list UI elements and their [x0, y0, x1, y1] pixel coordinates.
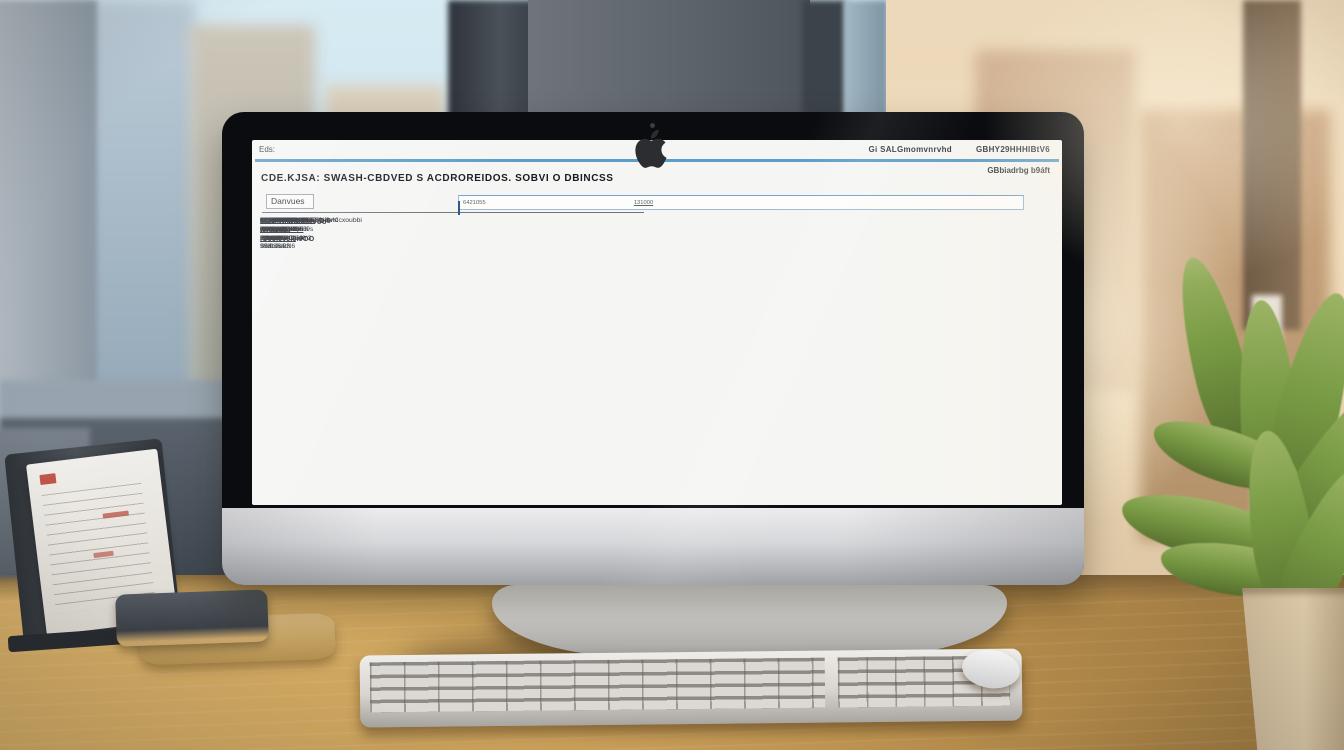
line-text: ...: [260, 217, 266, 223]
line-number: (Bb: [260, 217, 270, 224]
line-text: i669=96i jO9nei99fi6O 3fi6O9i9i 39i9S6iL…: [260, 217, 300, 251]
line-number: (AT): [260, 217, 272, 224]
line-text: 99i5fi99i9i': [260, 217, 292, 224]
instructions-panel: GAbbmannecvoo (5) Qbaaaebbón dinkanes Kv…: [260, 217, 457, 491]
form-field-label[interactable]: Danvues: [266, 194, 314, 209]
line-number: (EH): [260, 217, 273, 224]
line-text: iiO6O99iTi.6O96E39i.9vK iBTiOii96: [260, 217, 338, 233]
line-number: (6A): [260, 217, 272, 224]
total-left: 6421055: [463, 200, 486, 206]
line-text: Ja6.fio6nn j6cvjni s.P66903.9ud6: [260, 217, 306, 242]
total-mid: 131000: [633, 200, 654, 206]
line-number: (9): [260, 217, 268, 224]
line-number: (L): [260, 217, 268, 224]
line-text: ...: [260, 217, 266, 223]
line-number: (3): [260, 217, 268, 224]
line-text: GUIPWA9OS9eviDi6 iW6i9.i9 iO99i9v9i9i9OO: [260, 217, 331, 243]
line-number: (T!): [260, 217, 270, 224]
imac-stand-base: [492, 585, 1007, 657]
page-title: CDE.KJSA: SWASH-CBDVED S ACDROREIDOS. SO…: [261, 173, 614, 184]
notebook-gray[interactable]: [115, 589, 269, 647]
keyboard-main-keys[interactable]: [369, 657, 826, 713]
line-number: (5): [260, 217, 268, 224]
line-text: is9646s9a9o.sa.ttibs: [260, 217, 322, 224]
window-mullion: [1243, 0, 1301, 330]
table-totals-row: 6421055 131000: [458, 195, 1024, 210]
line-text: Sne6399u9N: [260, 217, 300, 224]
imac-monitor: Eds: Gi SALGmomvnrvhd GBHY29HHHIBtV6 GBb…: [222, 112, 1084, 585]
plant-pot: [1242, 588, 1344, 750]
line-text: >Aooenc Knappogbeist: [260, 217, 302, 233]
line-number: (2): [260, 217, 268, 224]
line-text: 9069YDN-9 Y369O69iN9 OO6N9.6O9i9Y3 9Siti…: [260, 217, 312, 251]
line-text: fi65HH69i PA669.$:jbiH66i F9HHHEiD: [260, 217, 309, 242]
line-text: lan9raau vaavncies ses Siktoesto: [260, 217, 291, 251]
menu-link-2[interactable]: GBHY29HHHIBtV6: [976, 145, 1050, 154]
table-bottom-band: [458, 201, 460, 215]
keyboard[interactable]: [359, 648, 1023, 728]
line-text: D6539ie6ei6des E696u.9eiDijiliil9s: [260, 217, 314, 233]
line-text: a9iW6iS.9HH6i9i-i9H6 S6iBLilHi z9HHH9HO: [260, 217, 314, 242]
line-number: (B): [260, 217, 269, 224]
menu-link-1[interactable]: Gi SALGmomvnrvhd: [868, 145, 952, 154]
line-number: (n): [260, 217, 268, 224]
line-text: BAYdtdoeinhöErserbnbrtdcxoubbi: [260, 217, 362, 224]
camera-icon: [650, 123, 655, 128]
line-annotation: MMCO': [265, 217, 288, 224]
line-text: S9Ai tin.fiaund: [260, 218, 291, 234]
line-number: (n): [260, 217, 268, 224]
line-number: (A): [260, 217, 269, 224]
line-number: (6): [260, 217, 268, 224]
line-text: j6559ni6c.j6.e6: [260, 217, 306, 224]
line-text: 9i9H9HH6N 3v5fi9i99HO E34: [260, 217, 298, 242]
line-text: Posasow yn-bodo: [260, 217, 288, 233]
line-number: (E2): [260, 217, 272, 224]
apple-logo-icon: [635, 129, 667, 168]
line-text: Qbaaaebbón dinkanes Kvsaal: [260, 217, 300, 242]
calendar-month-block: [39, 473, 57, 486]
subheader-right-label: GBbiadrbg b9áft: [987, 166, 1050, 175]
imac-screen: Eds: Gi SALGmomvnrvhd GBHY29HHHIBtV6 GBb…: [252, 140, 1062, 505]
line-number: (D): [260, 217, 269, 224]
line-number: (E): [260, 217, 269, 224]
menu-label[interactable]: Eds:: [259, 145, 276, 154]
line-number: (e): [260, 217, 268, 224]
line-text: S6.VV969u6N8: [260, 217, 307, 224]
line-text: DEHESW6N9i6i./3, jOu3: [260, 217, 319, 233]
line-text: D6iBH99ifiKcs9i9: [260, 217, 313, 224]
line-annotation: 'tanvci': [265, 217, 286, 224]
line-number: (2T): [260, 217, 272, 224]
line-text: GAbbmannecvoo: [260, 217, 327, 226]
imac-chin: [222, 508, 1084, 585]
